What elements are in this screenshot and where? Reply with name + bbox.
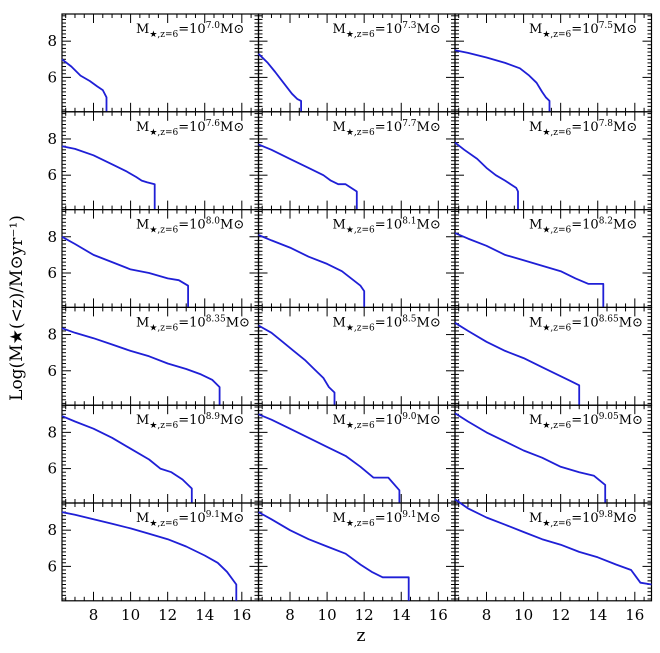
panel-15: M★,z=6=109.05M⊙ [454, 404, 653, 504]
y-tick-label: 6 [47, 460, 57, 478]
x-tick-label: 10 [121, 606, 140, 624]
mass-growth-curve [454, 141, 519, 210]
y-tick-label: 8 [47, 423, 57, 441]
x-tick-label: 16 [232, 606, 251, 624]
mass-growth-curve [258, 324, 336, 406]
panel-4: M★,z=6=107.6M⊙ [61, 111, 260, 211]
panel-label: M★,z=6=109.8M⊙ [529, 510, 637, 529]
panel-label: M★,z=6=108.0M⊙ [136, 217, 244, 236]
panel-14: M★,z=6=109.0M⊙ [257, 404, 456, 504]
panel-7: M★,z=6=108.0M⊙ [61, 209, 260, 309]
panel-label: M★,z=6=108.1M⊙ [333, 217, 441, 236]
x-tick-label: 14 [392, 606, 411, 624]
y-tick-label: 6 [47, 362, 57, 380]
panel-label: M★,z=6=108.65M⊙ [529, 314, 643, 333]
panel-label: M★,z=6=108.5M⊙ [333, 314, 441, 333]
panel-9: M★,z=6=108.2M⊙ [454, 209, 653, 309]
panel-label: M★,z=6=107.3M⊙ [333, 21, 441, 40]
x-tick-label: 10 [318, 606, 337, 624]
panel-2: M★,z=6=107.3M⊙ [257, 13, 456, 113]
x-tick-label: 12 [551, 606, 570, 624]
panel-label: M★,z=6=107.7M⊙ [333, 119, 441, 138]
y-tick-label: 8 [47, 228, 57, 246]
y-axis-label: Log(M★(<z)/M⊙yr⁻¹) [7, 215, 27, 401]
mass-growth-curve [454, 232, 605, 308]
panel-label: M★,z=6=109.0M⊙ [333, 412, 441, 431]
x-tick-label: 8 [285, 606, 295, 624]
x-tick-label: 16 [429, 606, 448, 624]
y-tick-label: 6 [47, 166, 57, 184]
panel-17: M★,z=6=109.1M⊙ [257, 502, 456, 602]
panel-label: M★,z=6=108.9M⊙ [136, 412, 244, 431]
panel-12: M★,z=6=108.65M⊙ [454, 306, 653, 406]
mass-growth-curve [61, 511, 238, 601]
x-tick-label: 16 [625, 606, 644, 624]
panel-3: M★,z=6=107.5M⊙ [454, 13, 653, 113]
panel-16: M★,z=6=109.1M⊙ [61, 502, 260, 602]
mass-growth-curve [61, 236, 190, 308]
y-tick-label: 8 [47, 326, 57, 344]
mass-growth-curve [454, 322, 581, 406]
panel-label: M★,z=6=108.35M⊙ [136, 314, 250, 333]
y-tick-label: 6 [47, 264, 57, 282]
x-tick-label: 8 [89, 606, 99, 624]
x-tick-label: 12 [355, 606, 374, 624]
mass-growth-curve [61, 58, 108, 112]
panel-label: M★,z=6=107.5M⊙ [529, 21, 637, 40]
x-tick-label: 10 [514, 606, 533, 624]
panel-label: M★,z=6=107.0M⊙ [136, 21, 244, 40]
y-tick-label: 6 [47, 557, 57, 575]
x-tick-label: 14 [195, 606, 214, 624]
panel-grid: M★,z=6=107.0M⊙ M★,z=6=107.3M⊙ M★,z=6=107.5… [61, 13, 653, 602]
mass-growth-curve [454, 49, 551, 112]
x-tick-label: 8 [482, 606, 492, 624]
panel-label: M★,z=6=108.2M⊙ [529, 217, 637, 236]
panel-5: M★,z=6=107.7M⊙ [257, 111, 456, 211]
panel-1: M★,z=6=107.0M⊙ [61, 13, 260, 113]
y-tick-labels: 6 8 6 8 6 8 6 8 6 8 6 8 [47, 32, 57, 575]
panel-label: M★,z=6=109.1M⊙ [333, 510, 441, 529]
y-tick-label: 8 [47, 130, 57, 148]
panel-13: M★,z=6=108.9M⊙ [61, 404, 260, 504]
mass-growth-curve [258, 413, 401, 503]
mass-growth-curve [61, 145, 156, 210]
mass-growth-curve [258, 234, 366, 308]
panel-label: M★,z=6=109.1M⊙ [136, 510, 244, 529]
x-tick-label: 14 [588, 606, 607, 624]
x-tick-labels: 8 10 12 14 16 8 10 12 14 16 8 10 12 14 16 [89, 606, 645, 624]
mass-growth-curve [61, 415, 193, 503]
panel-10: M★,z=6=108.35M⊙ [61, 306, 260, 406]
panel-11: M★,z=6=108.5M⊙ [257, 306, 456, 406]
panel-label: M★,z=6=107.6M⊙ [136, 119, 244, 138]
y-tick-label: 8 [47, 521, 57, 539]
x-axis-label: z [357, 626, 366, 646]
mass-growth-curve [454, 498, 652, 586]
y-tick-label: 8 [47, 32, 57, 50]
mass-growth-curve [61, 327, 221, 406]
panel-6: M★,z=6=107.8M⊙ [454, 111, 653, 211]
x-tick-label: 12 [158, 606, 177, 624]
mass-growth-curve [258, 511, 410, 601]
panel-8: M★,z=6=108.1M⊙ [257, 209, 456, 309]
mass-growth-curve [258, 143, 358, 210]
panel-label: M★,z=6=107.8M⊙ [529, 119, 637, 138]
panel-18: M★,z=6=109.8M⊙ [454, 498, 653, 602]
mass-growth-curve [257, 53, 303, 112]
y-tick-label: 6 [47, 68, 57, 86]
panel-label: M★,z=6=109.05M⊙ [529, 412, 643, 431]
mass-growth-curve [454, 412, 607, 503]
